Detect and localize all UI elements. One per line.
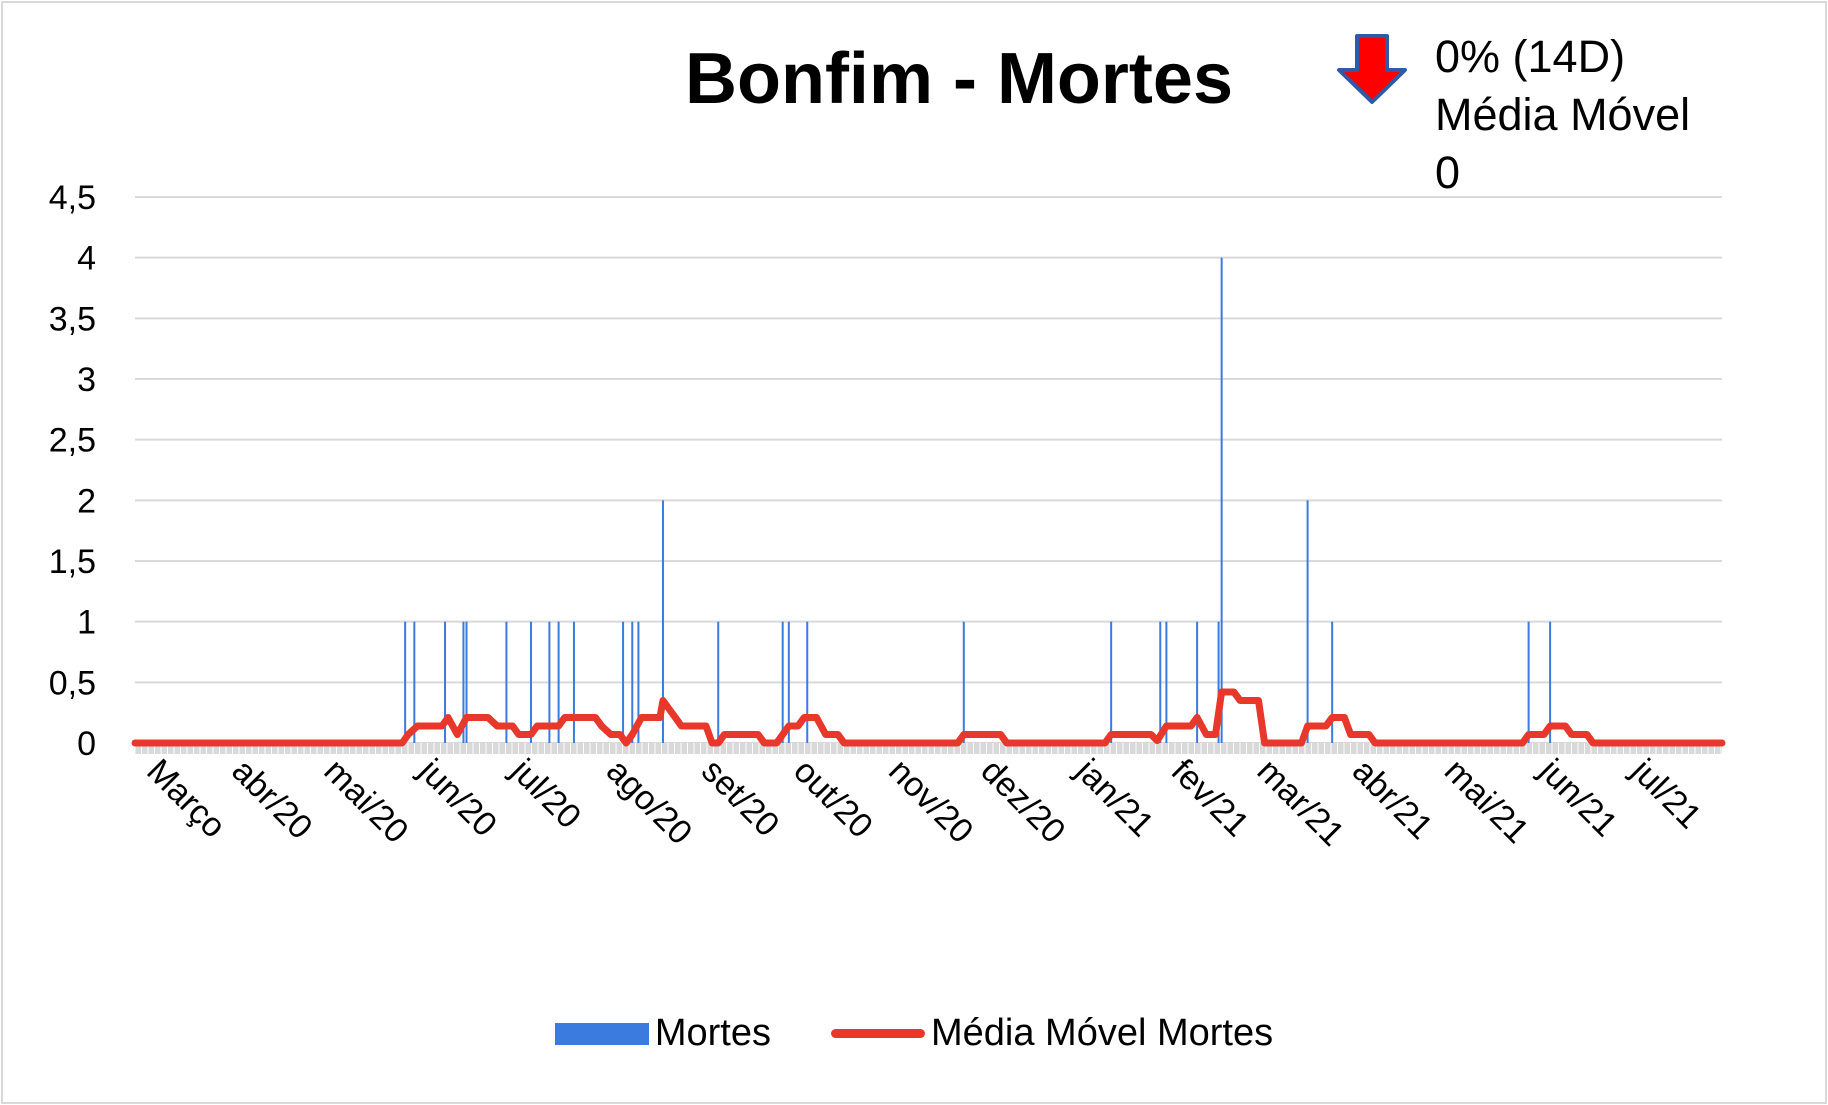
bar [637, 621, 640, 743]
legend-swatch-line [831, 1029, 925, 1038]
x-tick-label: jul/21 [1624, 751, 1709, 836]
bar [1306, 500, 1309, 743]
bar [572, 621, 575, 743]
y-tick-label: 0 [77, 725, 96, 763]
bar [1196, 621, 1199, 743]
bar [962, 621, 965, 743]
bar [1165, 621, 1168, 743]
legend-swatch-bar [554, 1022, 649, 1045]
bar [505, 621, 508, 743]
plot-area: 00,511,522,533,544,5 Marçoabr/20mai/20ju… [49, 179, 1726, 853]
x-tick-label: ago/20 [599, 752, 699, 852]
bar [1549, 621, 1552, 743]
bar [413, 621, 416, 743]
bar [717, 621, 720, 743]
x-tick-label: abr/20 [225, 752, 320, 847]
bars-series [404, 257, 1552, 743]
bar [1331, 621, 1334, 743]
bar [1110, 621, 1113, 743]
x-tick-label: mai/20 [317, 752, 416, 851]
x-tick-label: nov/20 [881, 752, 980, 851]
x-tick-label: jun/21 [1531, 751, 1624, 844]
bar [462, 621, 465, 743]
bar [787, 621, 790, 743]
x-tick-label: jul/20 [503, 751, 588, 836]
legend-label-media-movel: Média Móvel Mortes [931, 1012, 1274, 1054]
down-arrow-icon [1337, 34, 1407, 104]
x-tick-label: set/20 [694, 752, 786, 844]
bar [1220, 257, 1223, 743]
y-tick-label: 4,5 [49, 179, 96, 217]
bar [1159, 621, 1162, 743]
y-tick-label: 1,5 [49, 543, 96, 581]
indicator-label: Média Móvel [1435, 89, 1691, 140]
x-tick-label: fev/21 [1164, 752, 1256, 844]
chart-title: Bonfim - Mortes [685, 39, 1233, 119]
bar [548, 621, 551, 743]
bar [557, 621, 560, 743]
x-tick-label: mar/21 [1250, 752, 1352, 854]
x-tick-label: abr/21 [1345, 752, 1440, 847]
bar [661, 500, 664, 743]
indicator-value: 0 [1435, 147, 1461, 198]
grid-lines [135, 196, 1722, 744]
y-tick-label: 2,5 [49, 422, 96, 460]
legend-item-media-movel: Média Móvel Mortes [831, 1012, 1273, 1055]
moving-average-line [131, 688, 1726, 747]
y-tick-label: 4 [77, 240, 96, 278]
bar [781, 621, 784, 743]
bar [529, 621, 532, 743]
bar [806, 621, 809, 743]
bar [465, 621, 468, 743]
y-tick-label: 0,5 [49, 664, 96, 702]
bar [631, 621, 634, 743]
moving-average-series [131, 688, 1726, 747]
indicator-text: 0% (14D) Média Móvel 0 [1435, 28, 1690, 202]
legend-label-mortes: Mortes [654, 1012, 771, 1054]
down-arrow-shape [1337, 34, 1407, 104]
x-tick-label: jun/20 [411, 751, 504, 844]
y-tick-label: 2 [77, 482, 96, 520]
bar [1217, 621, 1220, 743]
x-tick-label: Março [139, 752, 233, 846]
indicator-percent: 0% (14D) [1435, 31, 1626, 82]
y-tick-label: 3 [77, 361, 96, 399]
x-tick-label: mai/21 [1437, 752, 1536, 851]
bar [1527, 621, 1530, 743]
x-tick-label: dez/20 [973, 752, 1072, 851]
x-tick-label: out/20 [786, 752, 880, 846]
y-axis-ticks: 0 0,5 1 1,5 2 2,5 3 3,5 4 4,5 [49, 179, 96, 763]
y-tick-label: 3,5 [49, 300, 96, 338]
x-tick-label: jan/21 [1068, 751, 1161, 844]
y-tick-label: 1 [77, 604, 96, 642]
bar [404, 621, 407, 743]
bar [444, 621, 447, 743]
legend-item-mortes: Mortes [554, 1012, 771, 1055]
bar [622, 621, 625, 743]
legend: Mortes Média Móvel Mortes [0, 1012, 1828, 1055]
